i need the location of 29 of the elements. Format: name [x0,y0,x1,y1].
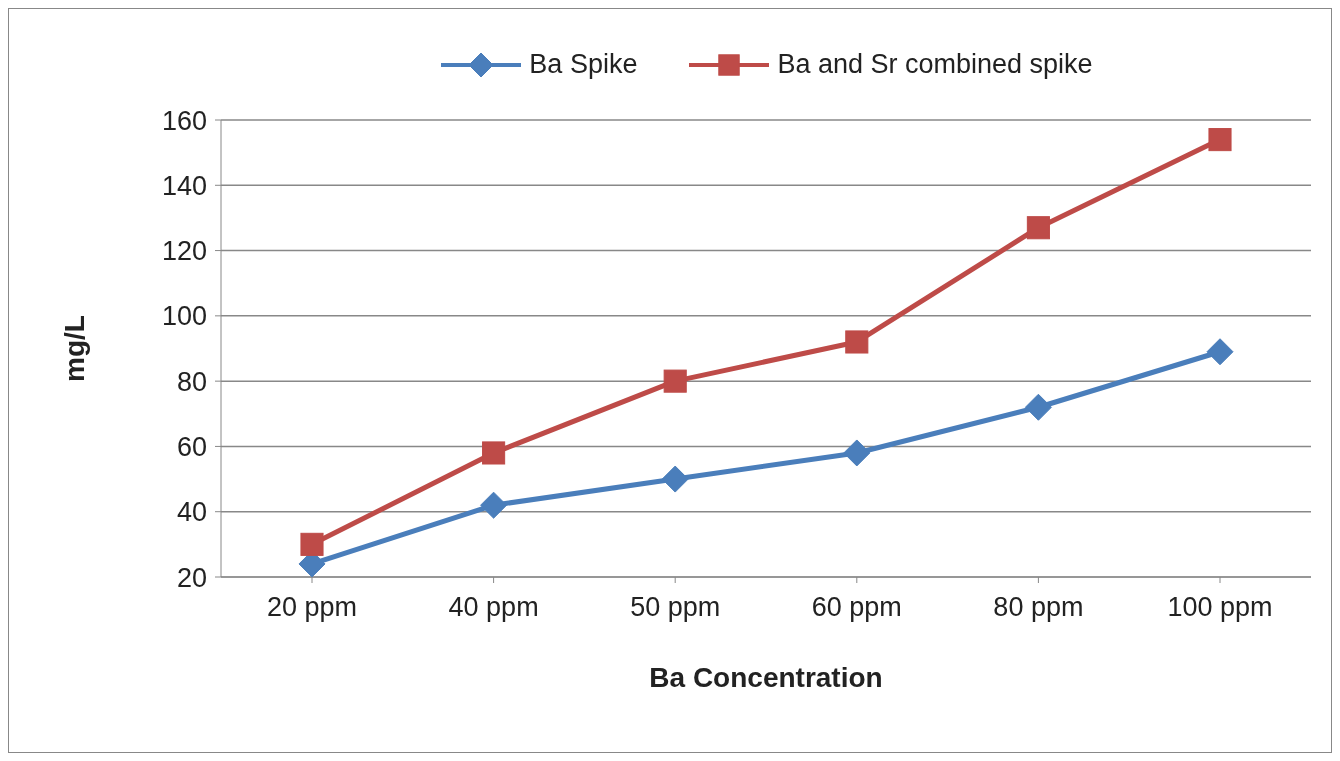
legend-label: Ba and Sr combined spike [777,49,1093,80]
x-tick-label: 20 ppm [266,592,358,623]
x-tick-label: 40 ppm [448,592,539,623]
x-axis-title: Ba Concentration [649,662,883,693]
y-tick-label: 160 [161,105,207,136]
point [843,439,871,467]
point [845,330,869,354]
point [661,465,689,493]
y-tick-label: 40 [176,497,207,528]
y-tick-label: 120 [161,236,207,267]
point [1208,128,1232,152]
x-tick-label: 80 ppm [993,592,1084,623]
x-tick-label: 60 ppm [811,592,902,623]
point [1206,338,1234,366]
point [1024,393,1052,421]
x-tick-label: 100 ppm [1167,592,1273,623]
point [482,441,506,465]
point [1026,216,1050,240]
x-tick-label: 50 ppm [630,592,721,623]
legend-label: Ba Spike [529,49,638,80]
point [663,369,687,393]
point [300,532,324,556]
point [480,491,508,519]
y-tick-label: 100 [161,301,207,332]
y-tick-label: 140 [161,170,207,201]
y-axis-title: mg/L [58,315,90,382]
y-tick-label: 80 [176,366,207,397]
y-tick-label: 20 [176,562,207,593]
y-tick-label: 60 [176,432,207,463]
